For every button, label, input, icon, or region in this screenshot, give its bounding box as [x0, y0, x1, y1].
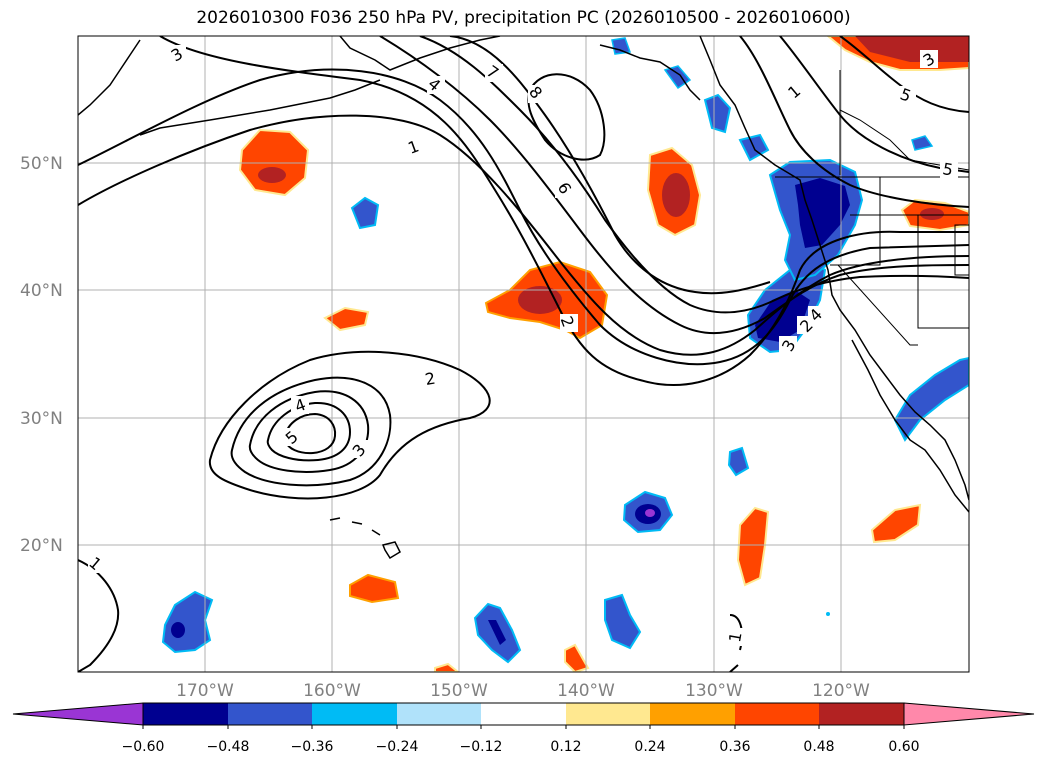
colorbar-right-extend — [903, 702, 1035, 726]
precip-blob — [323, 306, 370, 332]
colorbar-tick: 0.24 — [634, 739, 665, 755]
lat-label: 40°N — [20, 281, 63, 301]
precip-core — [855, 36, 969, 62]
pv-contour — [779, 36, 969, 173]
colorbar-segment — [397, 703, 481, 725]
alaska-coast — [339, 36, 501, 71]
colorbar-tick: −0.12 — [460, 739, 503, 755]
state-border — [830, 177, 881, 266]
colorbar-tick: 0.36 — [719, 739, 750, 755]
colorbar-segment — [228, 703, 312, 725]
precip-core — [662, 173, 690, 217]
precip-blob — [564, 643, 590, 672]
precip-blob — [736, 506, 770, 587]
precip-core — [920, 208, 944, 220]
contour-labels: 1 2 3 4 5 6 7 8 1 2 3 4 5 1 — [85, 44, 958, 646]
pv-contour — [419, 36, 969, 314]
precip-core — [645, 509, 655, 517]
colorbar-tick: −0.48 — [207, 739, 250, 755]
colorbar-segment — [650, 703, 735, 725]
contour-label: 1 — [725, 630, 745, 643]
colorbar-segment — [819, 703, 904, 725]
colorbar-left-extend — [12, 702, 144, 726]
precip-core — [795, 178, 850, 248]
precip-dot — [826, 612, 830, 616]
state-border — [954, 224, 969, 276]
pv-contour — [527, 73, 606, 161]
lon-label: 140°W — [557, 681, 615, 701]
lat-label: 30°N — [20, 409, 63, 429]
colorbar-tick: 0.48 — [803, 739, 834, 755]
precip-blob — [911, 135, 934, 151]
precip-blob — [349, 573, 400, 604]
lon-label: 150°W — [430, 681, 488, 701]
precip-blob — [663, 65, 692, 90]
precip-blob — [434, 662, 460, 672]
pv-contour — [208, 350, 491, 500]
colorbar: −0.60 −0.48 −0.36 −0.24 −0.12 0.12 0.24 … — [12, 702, 1035, 755]
contour-label: 5 — [941, 159, 954, 179]
precip-blob — [893, 356, 969, 442]
canada-border — [839, 70, 969, 175]
colorbar-segment — [481, 703, 566, 725]
pv-contour — [230, 376, 392, 487]
latitude-labels: 20°N 30°N 40°N 50°N — [20, 154, 63, 556]
colorbar-tick: −0.60 — [122, 739, 165, 755]
colorbar-segment — [566, 703, 650, 725]
pv-contour — [283, 412, 337, 455]
bc-islands — [599, 44, 701, 101]
precip-blob — [703, 93, 732, 134]
colorbar-tick: −0.36 — [291, 739, 334, 755]
precip-core — [755, 290, 810, 342]
precip-positive-anomalies — [238, 36, 969, 672]
pv-contour — [78, 68, 969, 366]
baja-coast — [851, 339, 969, 513]
precip-blob — [727, 446, 750, 477]
precip-blob — [350, 196, 380, 230]
state-border — [917, 215, 969, 329]
colorbar-tick: 0.60 — [888, 739, 919, 755]
colorbar-tick: 0.12 — [550, 739, 581, 755]
colorbar-tick: −0.24 — [376, 739, 419, 755]
russia-coast — [78, 39, 141, 116]
longitude-labels: 170°W 160°W 150°W 140°W 130°W 120°W — [176, 681, 870, 701]
colorbar-frame — [142, 702, 905, 726]
colorbar-segment — [143, 703, 228, 725]
pv-contour — [449, 36, 771, 295]
coastlines — [78, 36, 969, 560]
hawaii-islands — [329, 517, 401, 560]
state-border — [837, 264, 918, 346]
map-title: 2026010300 F036 250 hPa PV, precipitatio… — [196, 8, 851, 28]
lon-label: 130°W — [685, 681, 743, 701]
precip-blob — [611, 37, 632, 55]
aleutian-islands — [139, 79, 381, 136]
pv-contour — [379, 36, 969, 335]
lon-label: 120°W — [812, 681, 870, 701]
pv-contours — [78, 36, 969, 672]
precip-blob — [604, 593, 642, 650]
colorbar-segment — [312, 703, 397, 725]
colorbar-segment — [735, 703, 819, 725]
pv-contour — [739, 36, 969, 208]
lon-label: 160°W — [303, 681, 361, 701]
pv-contour — [159, 36, 969, 386]
precip-core — [258, 167, 286, 183]
precip-core — [171, 622, 185, 638]
gridlines — [78, 36, 969, 672]
pv-contour — [78, 114, 969, 356]
map-frame — [77, 35, 970, 673]
precip-core — [488, 620, 506, 645]
contour-label: 2 — [424, 369, 437, 389]
precip-blob — [870, 503, 922, 544]
lon-label: 170°W — [176, 681, 234, 701]
pv-contour — [839, 36, 969, 113]
lat-label: 50°N — [20, 154, 63, 174]
map-area — [78, 36, 969, 672]
lat-label: 20°N — [20, 536, 63, 556]
